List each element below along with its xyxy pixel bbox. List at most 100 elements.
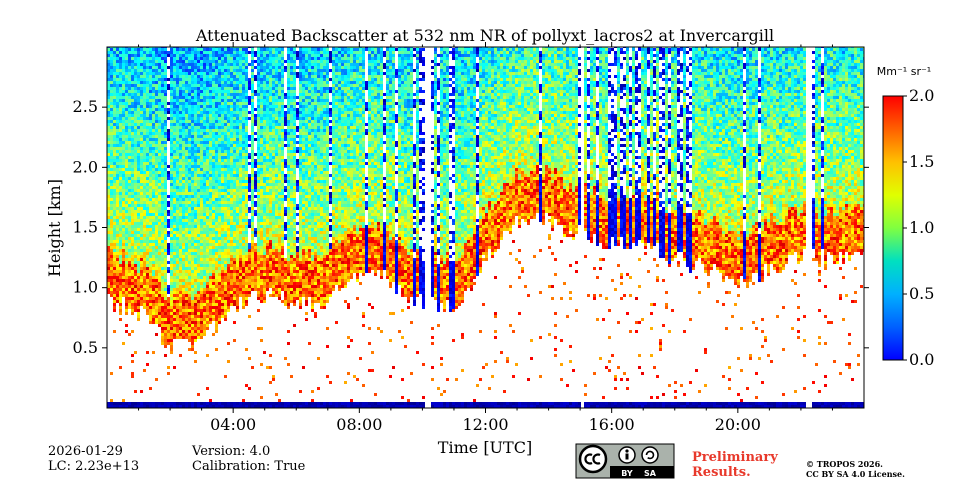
heatmap-cell <box>134 279 137 282</box>
heatmap-cell <box>173 189 176 192</box>
heatmap-cell <box>188 171 191 174</box>
heatmap-cell <box>263 120 266 123</box>
heatmap-cell <box>188 117 191 120</box>
heatmap-cell <box>149 243 152 246</box>
heatmap-cell <box>215 267 218 270</box>
heatmap-cell <box>134 237 137 240</box>
heatmap-cell <box>239 96 242 99</box>
heatmap-cell <box>233 84 236 87</box>
heatmap-cell <box>257 192 260 195</box>
heatmap-cell <box>218 102 221 105</box>
heatmap-cell <box>227 51 230 54</box>
heatmap-cell <box>170 351 173 354</box>
heatmap-cell <box>230 405 233 408</box>
heatmap-cell <box>197 141 200 144</box>
heatmap-cell <box>239 402 242 405</box>
heatmap-cell <box>179 189 182 192</box>
heatmap-cell <box>194 198 197 201</box>
heatmap-cell <box>251 273 254 276</box>
heatmap-cell <box>239 243 242 246</box>
heatmap-cell <box>158 63 161 66</box>
heatmap-cell <box>224 246 227 249</box>
heatmap-cell <box>161 243 164 246</box>
heatmap-cell <box>128 63 131 66</box>
heatmap-cell <box>233 267 236 270</box>
heatmap-cell <box>263 87 266 90</box>
heatmap-cell <box>206 219 209 222</box>
heatmap-cell <box>176 231 179 234</box>
heatmap-cell <box>263 186 266 189</box>
heatmap-cell <box>215 114 218 117</box>
heatmap-cell <box>236 279 239 282</box>
heatmap-cell <box>191 249 194 252</box>
heatmap-cell <box>194 207 197 210</box>
heatmap-cell <box>260 252 263 255</box>
heatmap-cell <box>242 207 245 210</box>
heatmap-cell <box>188 159 191 162</box>
heatmap-cell <box>224 279 227 282</box>
heatmap-cell <box>218 69 221 72</box>
heatmap-cell <box>239 282 242 285</box>
heatmap-cell <box>197 288 200 291</box>
heatmap-cell <box>122 63 125 66</box>
heatmap-cell <box>158 72 161 75</box>
heatmap-cell <box>212 318 215 321</box>
heatmap-cell <box>122 291 125 294</box>
heatmap-cell <box>149 162 152 165</box>
heatmap-cell <box>236 129 239 132</box>
heatmap-cell <box>134 81 137 84</box>
heatmap-cell <box>128 267 131 270</box>
heatmap-cell <box>200 297 203 300</box>
heatmap-cell <box>200 300 203 303</box>
heatmap-cell <box>224 261 227 264</box>
heatmap-cell <box>236 171 239 174</box>
heatmap-cell <box>221 141 224 144</box>
heatmap-cell <box>245 210 248 213</box>
heatmap-cell <box>128 297 131 300</box>
heatmap-cell <box>119 252 122 255</box>
heatmap-cell <box>152 207 155 210</box>
heatmap-cell <box>155 378 158 381</box>
heatmap-cell <box>137 135 140 138</box>
heatmap-cell <box>257 63 260 66</box>
heatmap-cell <box>125 132 128 135</box>
heatmap-cell <box>182 195 185 198</box>
heatmap-cell <box>257 165 260 168</box>
heatmap-cell <box>251 138 254 141</box>
heatmap-cell <box>149 99 152 102</box>
heatmap-cell <box>197 51 200 54</box>
heatmap-cell <box>149 147 152 150</box>
heatmap-cell <box>218 60 221 63</box>
heatmap-cell <box>251 102 254 105</box>
heatmap-cell <box>164 162 167 165</box>
heatmap-cell <box>200 330 203 333</box>
heatmap-cell <box>143 132 146 135</box>
heatmap-cell <box>227 102 230 105</box>
heatmap-cell <box>110 90 113 93</box>
heatmap-cell <box>233 177 236 180</box>
heatmap-cell <box>224 183 227 186</box>
heatmap-cell <box>155 321 158 324</box>
heatmap-cell <box>230 63 233 66</box>
heatmap-cell <box>245 258 248 261</box>
heatmap-cell <box>113 255 116 258</box>
heatmap-cell <box>224 300 227 303</box>
heatmap-cell <box>125 165 128 168</box>
heatmap-cell <box>224 195 227 198</box>
heatmap-cell <box>215 90 218 93</box>
heatmap-cell <box>266 171 269 174</box>
heatmap-cell <box>209 96 212 99</box>
heatmap-cell <box>110 132 113 135</box>
heatmap-cell <box>182 51 185 54</box>
heatmap-cell <box>125 189 128 192</box>
heatmap-cell <box>152 276 155 279</box>
heatmap-cell <box>152 144 155 147</box>
heatmap-cell <box>113 114 116 117</box>
heatmap-cell <box>218 282 221 285</box>
heatmap-cell <box>209 63 212 66</box>
heatmap-cell <box>197 165 200 168</box>
heatmap-cell <box>233 114 236 117</box>
heatmap-cell <box>170 102 173 105</box>
heatmap-cell <box>236 63 239 66</box>
heatmap-cell <box>242 264 245 267</box>
